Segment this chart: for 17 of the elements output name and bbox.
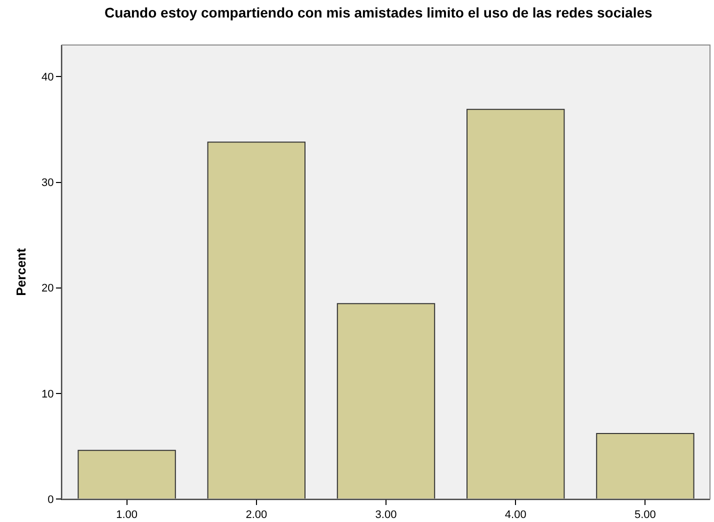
y-axis-title: Percent xyxy=(14,247,28,296)
x-tick-label: 1.00 xyxy=(116,509,138,522)
y-tick-label: 20 xyxy=(42,282,54,295)
y-tick-label: 10 xyxy=(42,388,54,400)
y-tick-label: 0 xyxy=(48,494,54,506)
x-tick-label: 4.00 xyxy=(504,509,526,522)
x-tick-label: 3.00 xyxy=(375,509,397,522)
bar xyxy=(466,108,565,499)
x-tick-label: 2.00 xyxy=(246,509,268,522)
x-tick-label: 5.00 xyxy=(634,509,656,522)
y-tick-label: 30 xyxy=(42,177,54,190)
bar xyxy=(78,450,176,499)
y-tick-label: 40 xyxy=(42,72,54,84)
bar xyxy=(207,142,306,499)
bar xyxy=(596,433,694,499)
chart-title: Cuando estoy compartiendo con mis amistades limito el uso de las redes sociales xyxy=(104,4,652,21)
bar xyxy=(336,303,436,499)
